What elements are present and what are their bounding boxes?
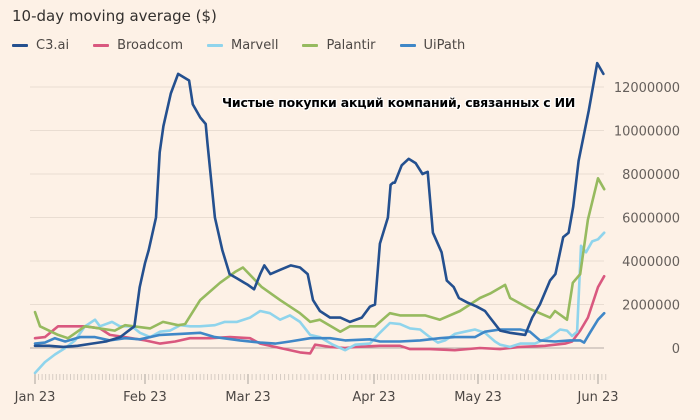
- x-tick-label: May 23: [454, 390, 502, 405]
- legend-label: C3.ai: [36, 38, 70, 53]
- y-tick-label: 10000000: [614, 125, 680, 140]
- legend-item: Palantir: [302, 38, 376, 53]
- legend-item: C3.ai: [12, 38, 69, 53]
- x-tick-label: Apr 23: [352, 390, 395, 405]
- legend-item: UiPath: [399, 38, 466, 53]
- series-line-c3-ai: [33, 61, 605, 349]
- legend-label: Marvell: [230, 38, 279, 53]
- series-line-broadcom: [33, 274, 606, 355]
- y-tick-label: 0: [672, 342, 680, 357]
- legend-label: Palantir: [326, 38, 376, 53]
- legend-label: Broadcom: [117, 38, 183, 53]
- y-tick-label: 2000000: [622, 299, 680, 314]
- chart-title: 10-day moving average ($): [12, 7, 217, 25]
- legend-item: Broadcom: [93, 38, 183, 53]
- legend-swatch: [93, 44, 110, 47]
- legend-label: UiPath: [423, 38, 466, 53]
- legend-swatch: [399, 44, 416, 47]
- legend-item: Marvell: [206, 38, 279, 53]
- legend-swatch: [206, 44, 223, 47]
- y-tick-label: 12000000: [614, 81, 680, 96]
- chart-annotation: Чистые покупки акций компаний, связанных…: [222, 95, 576, 110]
- x-tick-label: Feb 23: [123, 390, 167, 405]
- x-tick-label: Jan 23: [14, 390, 56, 405]
- series-line-palantir: [33, 177, 606, 340]
- legend-swatch: [12, 44, 28, 47]
- legend: C3.ai Broadcom Marvell Palantir UiPath: [12, 38, 489, 53]
- legend-swatch: [302, 44, 319, 47]
- x-tick-label: Mar 23: [225, 390, 270, 405]
- x-tick-label: Jun 23: [577, 390, 619, 405]
- y-tick-label: 8000000: [622, 168, 680, 183]
- y-tick-label: 6000000: [622, 212, 680, 227]
- y-tick-label: 4000000: [622, 255, 680, 270]
